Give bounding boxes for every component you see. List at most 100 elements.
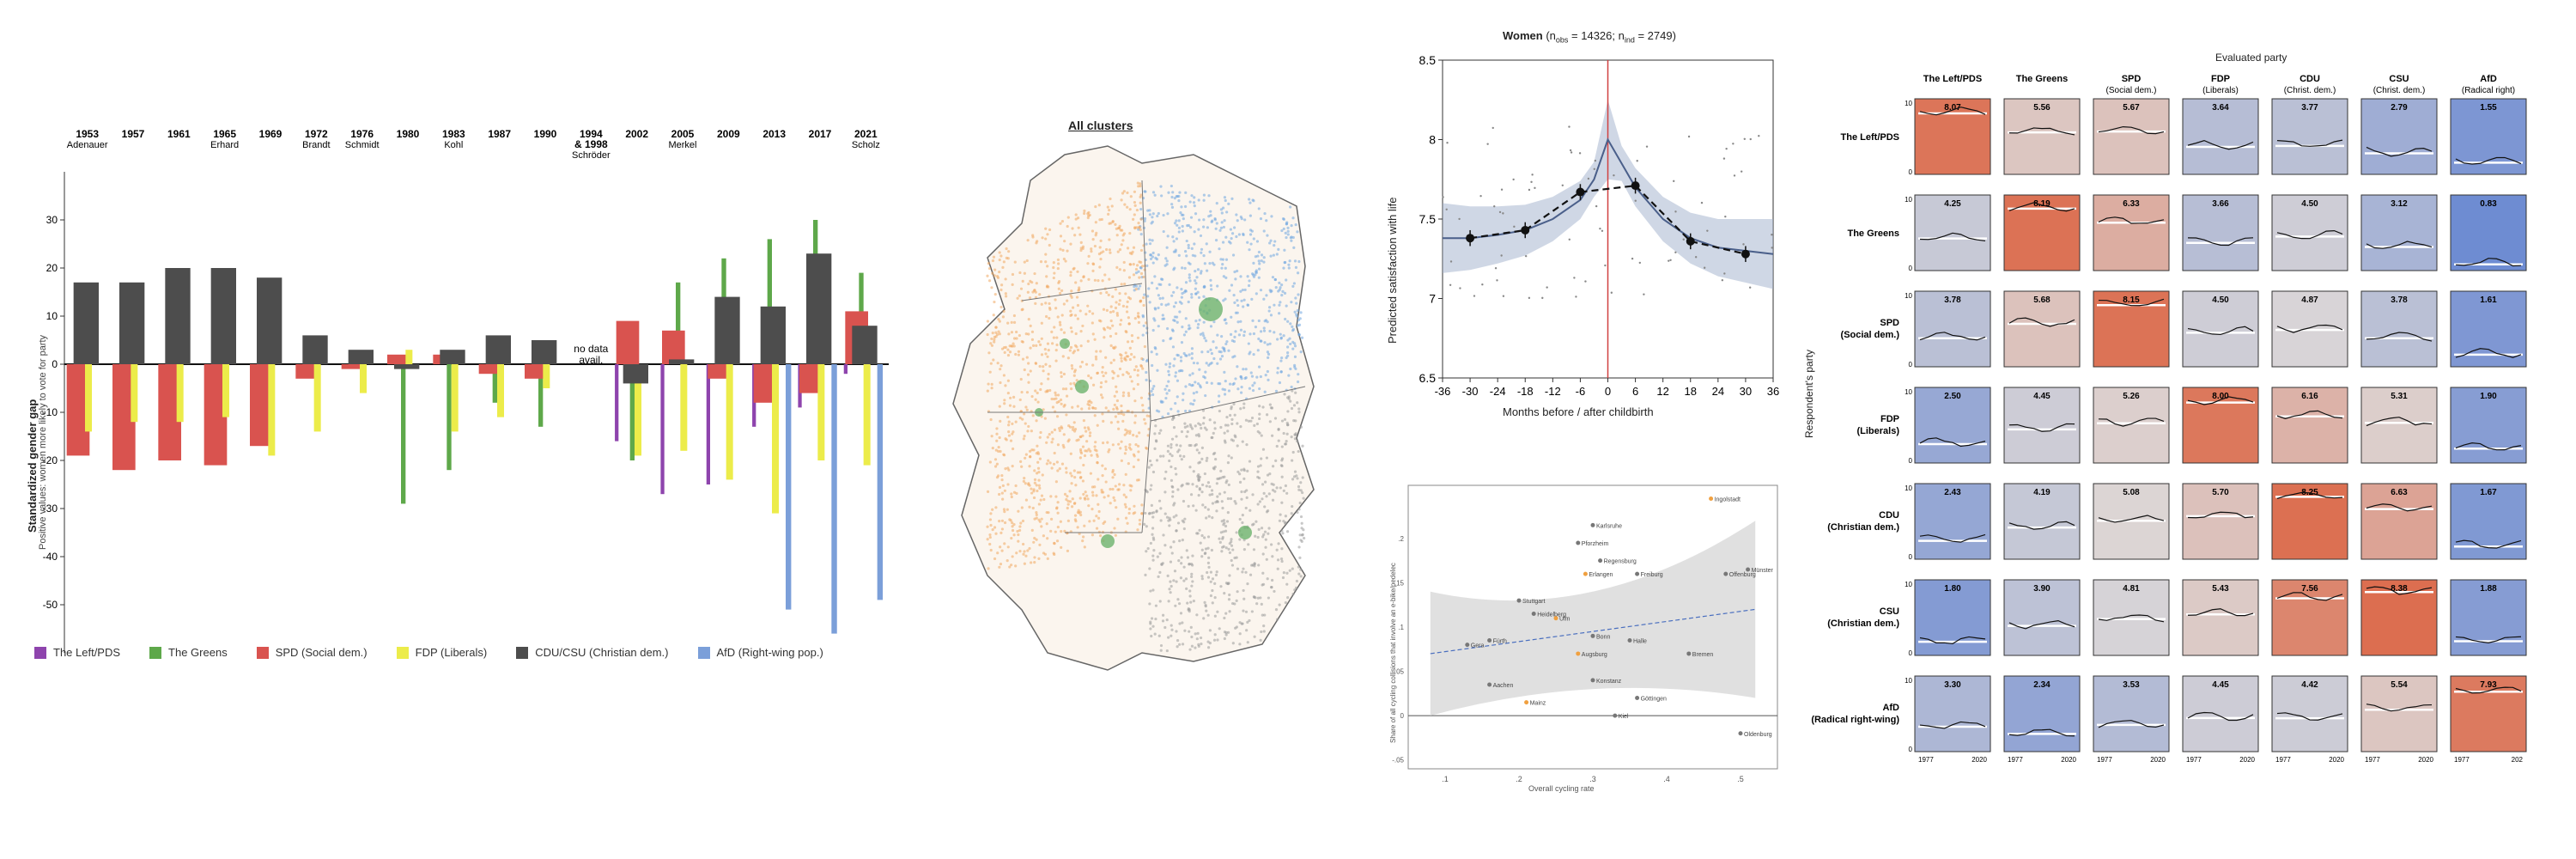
trend-line — [2366, 241, 2433, 249]
trend-line — [2276, 139, 2343, 147]
map-dot — [1157, 325, 1160, 328]
map-dot — [1069, 242, 1072, 246]
map-dot — [1286, 345, 1290, 349]
map-dot — [1138, 260, 1141, 264]
trend-line — [2187, 396, 2254, 405]
map-dot — [1263, 341, 1267, 344]
trend-line — [2455, 348, 2522, 358]
map-dot — [1078, 456, 1082, 460]
map-dot — [1010, 495, 1013, 499]
cell-value: 8.19 — [2033, 199, 2050, 209]
map-dot — [1060, 314, 1064, 317]
city-label: Bonn — [1596, 634, 1610, 640]
legend-item: SPD (Social dem.) — [256, 646, 368, 659]
map-dot — [1190, 584, 1194, 588]
map-dot — [1152, 385, 1156, 388]
map-dot — [1074, 217, 1078, 221]
binned-mean-point — [1631, 181, 1640, 191]
map-dot — [1187, 243, 1190, 247]
map-dot — [994, 331, 998, 334]
map-dot — [1137, 270, 1140, 273]
map-dot — [1224, 276, 1228, 279]
map-dot — [1252, 237, 1255, 241]
map-dot — [1194, 320, 1198, 323]
title-main: Women — [1503, 29, 1543, 42]
map-dot — [1127, 394, 1131, 398]
map-dot — [1190, 644, 1194, 648]
trend-line — [2098, 515, 2165, 523]
map-dot — [1204, 339, 1208, 343]
map-dot — [1149, 541, 1152, 545]
map-dot — [1063, 529, 1066, 533]
heatmap-cell — [2271, 387, 2348, 464]
map-dot — [1270, 215, 1273, 218]
map-dot — [1213, 614, 1217, 618]
map-dot — [1201, 225, 1206, 228]
map-dot — [1288, 337, 1291, 340]
city-label: Offenburg — [1729, 572, 1756, 578]
cell-value: 4.81 — [2123, 584, 2140, 594]
map-dot — [1290, 385, 1293, 389]
map-dot — [1165, 259, 1169, 263]
map-dot — [1280, 501, 1284, 504]
map-dot — [1273, 490, 1277, 493]
map-dot — [1066, 549, 1070, 552]
map-dot — [1030, 281, 1034, 284]
map-dot — [1133, 454, 1136, 458]
map-dot — [1271, 489, 1275, 492]
map-dot — [1299, 350, 1303, 354]
map-dot — [1013, 260, 1017, 264]
map-dot — [1006, 391, 1010, 395]
map-dot — [1300, 521, 1303, 525]
map-dot — [1090, 376, 1093, 380]
map-dot — [1012, 522, 1016, 527]
map-dot — [1279, 286, 1282, 289]
map-dot — [1177, 230, 1181, 234]
map-dot — [1038, 293, 1042, 296]
map-dot — [1228, 593, 1231, 597]
map-dot — [1176, 286, 1179, 289]
map-dot — [1145, 264, 1149, 267]
map-dot — [1150, 389, 1153, 393]
heatmap-cell — [2003, 483, 2081, 560]
raw-point — [1674, 251, 1677, 253]
bar-cdu-csu-christian-dem- — [760, 306, 786, 364]
map-dot — [1040, 517, 1043, 521]
map-dot — [1103, 467, 1107, 471]
cell-value: 5.70 — [2212, 488, 2229, 497]
map-dot — [1232, 294, 1236, 297]
map-dot — [1181, 369, 1184, 373]
map-dot — [1079, 241, 1083, 245]
map-dot — [1127, 316, 1130, 320]
map-dot — [1012, 430, 1015, 434]
city-point — [1487, 637, 1492, 643]
cell-value: 1.90 — [2480, 392, 2497, 401]
map-dot — [1178, 310, 1182, 314]
map-dot — [1138, 276, 1141, 279]
map-dot — [1173, 357, 1176, 361]
map-dot — [1160, 563, 1163, 566]
map-dot — [1027, 282, 1030, 286]
map-dot — [1248, 618, 1251, 623]
raw-point — [1534, 186, 1536, 190]
map-dot — [1103, 496, 1106, 499]
map-dot — [1019, 377, 1023, 381]
map-dot — [1151, 533, 1154, 536]
map-dot — [1262, 329, 1267, 332]
map-dot — [1076, 216, 1080, 220]
map-dot — [1008, 518, 1012, 521]
map-dot — [1162, 533, 1165, 537]
map-dot — [1293, 259, 1297, 263]
map-dot — [1107, 293, 1110, 296]
map-dot — [1016, 296, 1019, 300]
trend-line — [2276, 592, 2343, 601]
map-dot — [1157, 499, 1162, 503]
map-dot — [1211, 492, 1214, 497]
map-dot — [1280, 547, 1284, 551]
map-dot — [1200, 575, 1204, 578]
x-tick-label: .3 — [1589, 775, 1596, 783]
map-dot — [1222, 530, 1225, 533]
map-dot — [1000, 519, 1005, 522]
map-dot — [1094, 441, 1097, 444]
map-dot — [1097, 503, 1100, 506]
